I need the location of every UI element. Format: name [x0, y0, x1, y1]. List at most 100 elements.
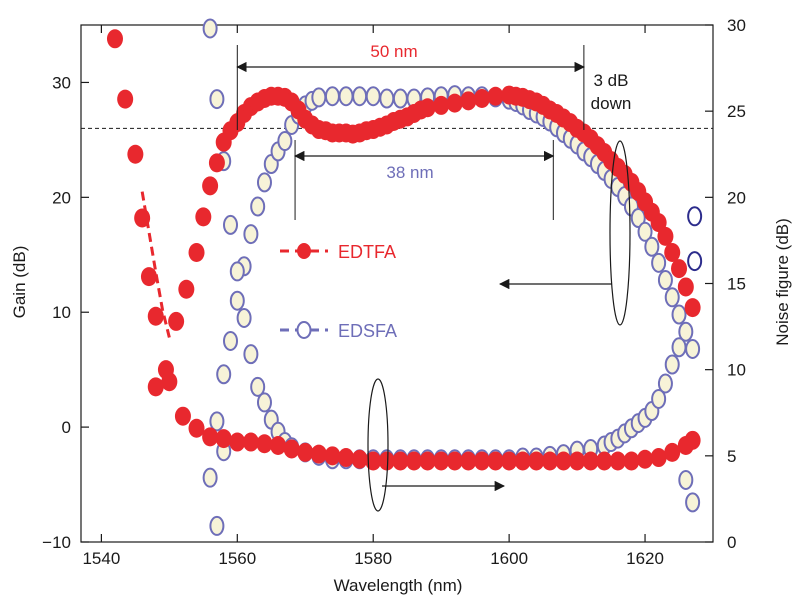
y-right-tick-label: 0: [727, 533, 736, 552]
edsfa-gain-point: [277, 131, 293, 152]
edtfa-gain-point: [684, 298, 701, 318]
y-right-tick-label: 30: [727, 16, 746, 35]
edsfa-gain-point: [338, 86, 354, 107]
y-left-tick-label: 20: [52, 188, 71, 207]
edsfa-gain-point: [216, 364, 232, 385]
edsfa-gain-point: [664, 287, 680, 308]
y-right-tick-label: 5: [727, 447, 736, 466]
edtfa-nf-point: [637, 449, 654, 469]
edtfa-nf-point: [460, 451, 477, 471]
legend-label-edsfa: EDSFA: [338, 321, 397, 341]
edsfa-gain-point: [379, 88, 395, 109]
edtfa-nf-point: [365, 451, 382, 471]
edsfa-gain-point: [365, 86, 381, 107]
edtfa-gain-point: [487, 86, 504, 106]
edtfa-nf-point: [188, 418, 205, 438]
y-left-tick-label: 10: [52, 303, 71, 322]
annotation-down: down: [591, 94, 632, 113]
annotations: [236, 45, 631, 512]
edsfa-nf-point: [236, 307, 252, 328]
edsfa-gain-point: [651, 252, 667, 273]
edtfa-decay-dashes: [140, 191, 171, 338]
edtfa-nf-point: [140, 267, 157, 287]
annotation-3db: 3 dB: [594, 71, 629, 90]
edtfa-nf-point: [215, 429, 232, 449]
edtfa-gain-point: [188, 242, 205, 262]
nf-curves-ellipse: [367, 378, 389, 512]
y-right-tick-label: 15: [727, 275, 746, 294]
edtfa-gain-point: [677, 277, 694, 297]
edtfa-gain-point: [195, 207, 212, 227]
edsfa-nf-outlier: [687, 251, 703, 272]
annotation-50nm: 50 nm: [370, 42, 417, 61]
y-left-tick-label: 30: [52, 73, 71, 92]
edtfa-nf-point: [473, 451, 490, 471]
edtfa-gain-point: [433, 95, 450, 115]
edsfa-gain-point: [637, 221, 653, 242]
edsfa-gain-point: [671, 304, 687, 325]
legend-marker-edsfa: [296, 321, 312, 339]
edsfa-gain-point: [311, 87, 327, 108]
edtfa-gain-point: [473, 89, 490, 109]
edsfa-nf-point: [223, 214, 239, 235]
edsfa-nf-point: [209, 89, 225, 110]
edtfa-nf-point: [623, 451, 640, 471]
edsfa-nf-point: [250, 376, 266, 397]
edsfa-nf-point: [229, 261, 245, 282]
legend-label-edtfa: EDTFA: [338, 242, 396, 262]
edsfa-nf-point: [664, 354, 680, 375]
gain-curves-ellipse: [609, 140, 631, 326]
edsfa-gain-point: [223, 330, 239, 351]
edtfa-gain-point: [147, 377, 164, 397]
edtfa-nf-point: [256, 434, 273, 454]
edtfa-nf-point: [229, 432, 246, 452]
edsfa-gain-point: [392, 88, 408, 109]
edtfa-gain-point: [208, 153, 225, 173]
edtfa-nf-point: [650, 448, 667, 468]
axes-frame: 1540 1560 1580 1600 1620 −10 0 10 20 30 0 5 10 15 20 25…: [42, 16, 746, 568]
x-tick-label: 1560: [218, 549, 256, 568]
edsfa-nf-point: [651, 388, 667, 409]
x-tick-label: 1580: [354, 549, 392, 568]
edtfa-nf-point: [310, 444, 327, 464]
edsfa-gain-point: [324, 86, 340, 107]
edtfa-nf-point: [528, 451, 545, 471]
y-right-tick-label: 25: [727, 102, 746, 121]
edsfa-gain-point: [678, 321, 694, 342]
edtfa-nf-point: [270, 435, 287, 455]
edsfa-nf-point: [256, 392, 272, 413]
y-left-tick-label: −10: [42, 533, 71, 552]
edsfa-gain-point: [250, 196, 266, 217]
edtfa-nf-point: [174, 406, 191, 426]
edtfa-nf-point: [609, 451, 626, 471]
edsfa-nf-point: [678, 469, 694, 490]
edtfa-gain-point: [657, 226, 674, 246]
edsfa-nf-point: [202, 18, 218, 39]
edtfa-nf-point: [161, 372, 178, 392]
edtfa-nf-point: [569, 451, 586, 471]
edsfa-gain-outlier: [209, 515, 225, 536]
edtfa-gain-point: [168, 311, 185, 331]
y-axis-right-label: Noise figure (dB): [773, 218, 792, 346]
edsfa-gain-point: [229, 290, 245, 311]
edtfa-gain-point: [446, 93, 463, 113]
edtfa-nf-point: [283, 439, 300, 459]
y-left-tick-label: 0: [62, 418, 71, 437]
edtfa-nf-point: [555, 451, 572, 471]
edtfa-nf-point: [338, 448, 355, 468]
edsfa-gain-point: [243, 224, 259, 245]
edtfa-nf-point: [351, 449, 368, 469]
annotation-38nm: 38 nm: [386, 163, 433, 182]
x-axis-label: Wavelength (nm): [334, 576, 463, 595]
x-tick-label: 1600: [490, 549, 528, 568]
edsfa-gain-point: [352, 86, 368, 107]
edtfa-nf-point: [202, 427, 219, 447]
edtfa-nf-point: [684, 430, 701, 450]
x-tick-label: 1620: [626, 549, 664, 568]
edtfa-nf-point: [117, 89, 134, 109]
edtfa-gain-point: [664, 242, 681, 262]
edtfa-gain-point: [419, 98, 436, 118]
edtfa-nf-point: [134, 208, 151, 228]
y-axis-left-label: Gain (dB): [10, 246, 29, 319]
